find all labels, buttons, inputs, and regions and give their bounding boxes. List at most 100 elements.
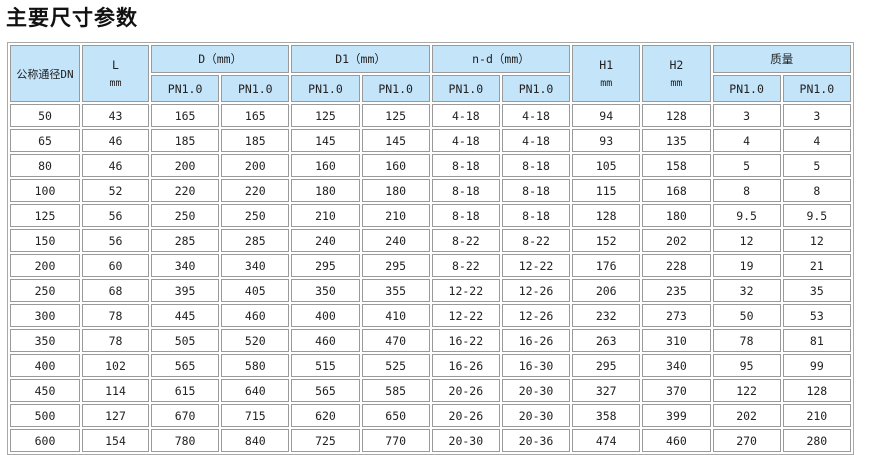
table-cell: 8-18 <box>501 154 571 177</box>
table-cell: 460 <box>291 329 360 352</box>
table-cell: 12-26 <box>501 279 571 302</box>
table-cell: 240 <box>291 229 360 252</box>
table-cell: 520 <box>221 329 290 352</box>
table-cell: 3 <box>782 104 851 127</box>
header-pn: PN1.0 <box>431 75 500 102</box>
header-pn: PN1.0 <box>501 75 571 102</box>
table-cell: 395 <box>151 279 220 302</box>
table-cell: 840 <box>221 429 290 452</box>
table-row: 400 102 565 580 515 525 16-26 16-30 295 340 95 99 <box>10 354 851 377</box>
table-cell: 127 <box>82 404 149 427</box>
table-cell: 16-30 <box>501 354 571 377</box>
table-cell: 50 <box>10 104 80 127</box>
table-cell: 295 <box>361 254 430 277</box>
header-pn: PN1.0 <box>782 75 851 102</box>
table-cell: 128 <box>572 204 641 227</box>
table-cell: 565 <box>291 379 360 402</box>
table-cell: 270 <box>712 429 781 452</box>
table-cell: 250 <box>221 204 290 227</box>
table-cell: 235 <box>642 279 711 302</box>
table-cell: 180 <box>361 179 430 202</box>
table-cell: 128 <box>642 104 711 127</box>
table-cell: 206 <box>572 279 641 302</box>
table-cell: 410 <box>361 304 430 327</box>
table-cell: 580 <box>221 354 290 377</box>
table-cell: 114 <box>82 379 149 402</box>
table-cell: 295 <box>291 254 360 277</box>
table-cell: 8-18 <box>501 204 571 227</box>
header-pn: PN1.0 <box>712 75 781 102</box>
table-cell: 200 <box>221 154 290 177</box>
table-cell: 650 <box>361 404 430 427</box>
table-cell: 8-18 <box>431 204 500 227</box>
table-cell: 715 <box>221 404 290 427</box>
table-cell: 273 <box>642 304 711 327</box>
table-cell: 56 <box>82 204 149 227</box>
table-cell: 60 <box>82 254 149 277</box>
table-cell: 399 <box>642 404 711 427</box>
table-cell: 125 <box>291 104 360 127</box>
table-cell: 160 <box>291 154 360 177</box>
table-cell: 210 <box>291 204 360 227</box>
header-h2-unit: mm <box>670 78 683 89</box>
table-cell: 53 <box>782 304 851 327</box>
table-cell: 300 <box>10 304 80 327</box>
table-cell: 285 <box>221 229 290 252</box>
table-cell: 93 <box>572 129 641 152</box>
table-cell: 5 <box>782 154 851 177</box>
table-cell: 515 <box>291 354 360 377</box>
table-cell: 8-18 <box>431 154 500 177</box>
table-cell: 165 <box>151 104 220 127</box>
table-cell: 295 <box>572 354 641 377</box>
table-row: 350 78 505 520 460 470 16-22 16-26 263 310 78 81 <box>10 329 851 352</box>
table-cell: 128 <box>782 379 851 402</box>
table-cell: 4-18 <box>501 104 571 127</box>
header-nd: n-d（mm） <box>431 45 571 73</box>
table-cell: 9.5 <box>712 204 781 227</box>
table-cell: 100 <box>10 179 80 202</box>
table-row: 100 52 220 220 180 180 8-18 8-18 115 168 8 8 <box>10 179 851 202</box>
table-cell: 670 <box>151 404 220 427</box>
table-cell: 8-18 <box>501 179 571 202</box>
table-cell: 250 <box>10 279 80 302</box>
table-cell: 350 <box>291 279 360 302</box>
table-cell: 8-22 <box>431 254 500 277</box>
table-cell: 135 <box>642 129 711 152</box>
table-cell: 52 <box>82 179 149 202</box>
table-cell: 8 <box>782 179 851 202</box>
table-cell: 78 <box>82 304 149 327</box>
table-cell: 16-22 <box>431 329 500 352</box>
table-row: 250 68 395 405 350 355 12-22 12-26 206 235 32 35 <box>10 279 851 302</box>
table-cell: 158 <box>642 154 711 177</box>
table-cell: 145 <box>361 129 430 152</box>
header-pn: PN1.0 <box>361 75 430 102</box>
table-cell: 78 <box>712 329 781 352</box>
table-cell: 180 <box>642 204 711 227</box>
table-cell: 176 <box>572 254 641 277</box>
table-row: 125 56 250 250 210 210 8-18 8-18 128 180 9.5 9.5 <box>10 204 851 227</box>
table-cell: 263 <box>572 329 641 352</box>
table-cell: 210 <box>361 204 430 227</box>
table-cell: 202 <box>712 404 781 427</box>
table-cell: 350 <box>10 329 80 352</box>
table-cell: 4-18 <box>501 129 571 152</box>
table-cell: 102 <box>82 354 149 377</box>
table-cell: 200 <box>10 254 80 277</box>
table-cell: 115 <box>572 179 641 202</box>
table-cell: 355 <box>361 279 430 302</box>
table-cell: 285 <box>151 229 220 252</box>
table-cell: 168 <box>642 179 711 202</box>
table-cell: 8-22 <box>501 229 571 252</box>
table-row: 50 43 165 165 125 125 4-18 4-18 94 128 3 3 <box>10 104 851 127</box>
table-cell: 8-18 <box>431 179 500 202</box>
table-cell: 460 <box>221 304 290 327</box>
table-cell: 19 <box>712 254 781 277</box>
table-cell: 16-26 <box>431 354 500 377</box>
table-cell: 505 <box>151 329 220 352</box>
table-cell: 12-22 <box>501 254 571 277</box>
table-cell: 220 <box>151 179 220 202</box>
table-cell: 105 <box>572 154 641 177</box>
